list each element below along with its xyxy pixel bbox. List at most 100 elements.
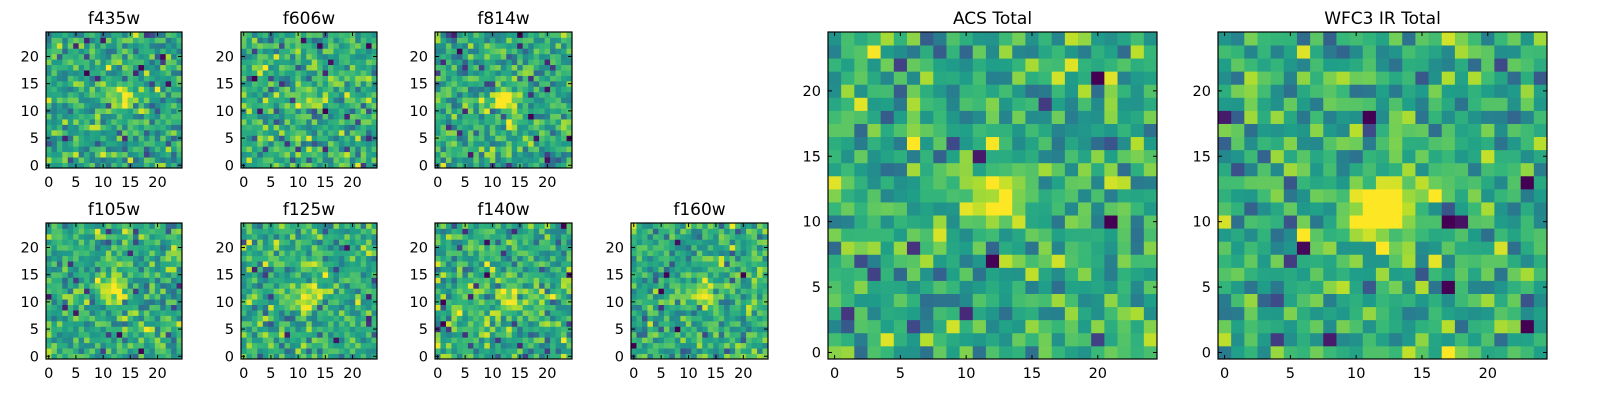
heatmap-cell bbox=[511, 337, 518, 344]
heatmap-cell bbox=[702, 233, 709, 240]
heatmap-cell bbox=[713, 310, 720, 316]
heatmap-cell bbox=[284, 42, 291, 49]
heatmap-cell bbox=[467, 70, 474, 76]
heatmap-cell bbox=[544, 320, 551, 327]
heatmap-cell bbox=[462, 124, 469, 131]
heatmap-cell bbox=[94, 331, 101, 338]
heatmap-cell bbox=[867, 175, 882, 190]
heatmap-cell bbox=[440, 146, 447, 153]
heatmap-cell bbox=[149, 59, 156, 66]
heatmap-cell bbox=[105, 315, 112, 322]
heatmap-cell bbox=[735, 233, 741, 240]
heatmap-cell bbox=[311, 146, 318, 153]
heatmap-cell bbox=[462, 255, 469, 262]
heatmap-cell bbox=[289, 255, 296, 262]
heatmap-cell bbox=[718, 299, 725, 305]
heatmap-cell bbox=[517, 239, 524, 246]
heatmap-cell bbox=[295, 348, 302, 354]
heatmap-cell bbox=[740, 255, 747, 262]
heatmap-cell bbox=[62, 80, 69, 87]
heatmap-cell bbox=[539, 135, 545, 142]
heatmap-cell bbox=[495, 266, 502, 273]
heatmap-cell bbox=[440, 266, 447, 273]
heatmap-cell bbox=[517, 59, 524, 66]
heatmap-cell bbox=[641, 293, 648, 300]
heatmap-cell bbox=[506, 223, 513, 229]
heatmap-cell bbox=[473, 282, 480, 289]
heatmap-cell bbox=[160, 140, 167, 147]
heatmap-cell bbox=[171, 244, 177, 251]
heatmap-cell bbox=[94, 151, 101, 158]
heatmap-cell bbox=[116, 348, 123, 354]
heatmap-cell bbox=[713, 228, 720, 235]
heatmap-cell bbox=[445, 64, 452, 71]
heatmap-cell bbox=[344, 304, 351, 311]
heatmap-cell bbox=[854, 345, 868, 360]
heatmap-cell bbox=[647, 261, 654, 267]
heatmap-cell bbox=[757, 337, 763, 344]
heatmap-cell bbox=[539, 140, 545, 147]
heatmap-cell bbox=[284, 315, 291, 322]
y-tick-label: 0 bbox=[30, 158, 39, 174]
heatmap-cell bbox=[440, 113, 447, 120]
heatmap-cell bbox=[550, 282, 556, 289]
heatmap-cell bbox=[1143, 162, 1158, 177]
heatmap-cell bbox=[143, 97, 150, 104]
heatmap-cell bbox=[652, 331, 659, 338]
heatmap-cell bbox=[111, 353, 118, 360]
heatmap-cell bbox=[854, 149, 868, 164]
heatmap-cell bbox=[489, 233, 496, 240]
heatmap-cell bbox=[522, 102, 529, 109]
x-tick-label: 5 bbox=[71, 175, 80, 191]
heatmap-cell bbox=[440, 233, 447, 240]
heatmap-cell bbox=[89, 326, 96, 333]
heatmap-cell bbox=[539, 228, 545, 235]
heatmap-cell bbox=[143, 42, 150, 49]
heatmap-cell bbox=[251, 32, 258, 38]
heatmap-cell bbox=[972, 267, 987, 281]
heatmap-cell bbox=[333, 102, 340, 109]
heatmap-cell bbox=[241, 113, 247, 120]
heatmap-cell bbox=[462, 337, 469, 344]
heatmap-cell bbox=[289, 331, 296, 338]
heatmap-cell bbox=[489, 288, 496, 295]
x-tick-label: 15 bbox=[511, 366, 529, 382]
heatmap-cell bbox=[360, 277, 367, 284]
heatmap-cell bbox=[435, 124, 441, 131]
heatmap-cell bbox=[328, 261, 334, 267]
heatmap-cell bbox=[56, 293, 63, 300]
heatmap-cell bbox=[67, 151, 74, 158]
heatmap-cell bbox=[674, 228, 681, 235]
heatmap-cell bbox=[284, 113, 291, 120]
heatmap-cell bbox=[489, 86, 496, 93]
heatmap-cell bbox=[100, 129, 107, 136]
heatmap-cell bbox=[311, 282, 318, 289]
heatmap-cell bbox=[647, 288, 654, 295]
heatmap-cell bbox=[500, 70, 507, 76]
heatmap-cell bbox=[73, 331, 80, 338]
heatmap-cell bbox=[84, 244, 90, 251]
heatmap-cell bbox=[544, 255, 551, 262]
heatmap-cell bbox=[306, 304, 313, 311]
heatmap-cell bbox=[344, 223, 351, 229]
heatmap-cell bbox=[262, 135, 269, 142]
heatmap-cell bbox=[440, 331, 447, 338]
heatmap-cell bbox=[528, 337, 535, 344]
heatmap-cell bbox=[46, 293, 52, 300]
heatmap-cell bbox=[680, 261, 687, 267]
heatmap-cell bbox=[322, 255, 329, 262]
heatmap-cell bbox=[138, 233, 145, 240]
heatmap-cell bbox=[143, 255, 150, 262]
heatmap-cell bbox=[555, 146, 562, 153]
heatmap-cell bbox=[636, 223, 643, 229]
heatmap-cell bbox=[360, 261, 367, 267]
heatmap-cell bbox=[1143, 306, 1158, 321]
heatmap-cell bbox=[517, 97, 524, 104]
heatmap-cell bbox=[841, 162, 855, 177]
heatmap-cell bbox=[729, 239, 736, 246]
heatmap-cell bbox=[138, 113, 145, 120]
heatmap-cell bbox=[284, 86, 291, 93]
heatmap-cell bbox=[828, 149, 842, 164]
heatmap-cell bbox=[641, 288, 648, 295]
heatmap-cell bbox=[349, 293, 356, 300]
